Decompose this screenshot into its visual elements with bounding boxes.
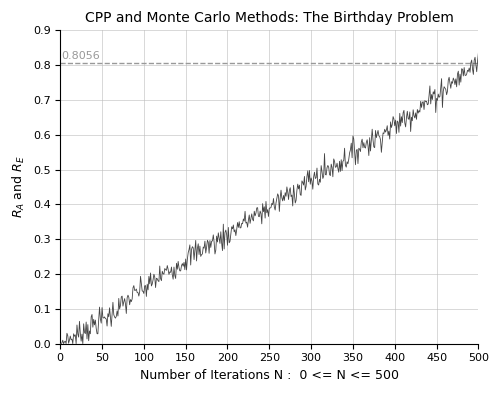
Y-axis label: $R_A$ and $R_E$: $R_A$ and $R_E$ — [11, 156, 27, 219]
Text: 0.8056: 0.8056 — [61, 51, 100, 61]
X-axis label: Number of Iterations N :  0 <= N <= 500: Number of Iterations N : 0 <= N <= 500 — [140, 369, 399, 382]
Title: CPP and Monte Carlo Methods: The Birthday Problem: CPP and Monte Carlo Methods: The Birthda… — [85, 11, 454, 25]
